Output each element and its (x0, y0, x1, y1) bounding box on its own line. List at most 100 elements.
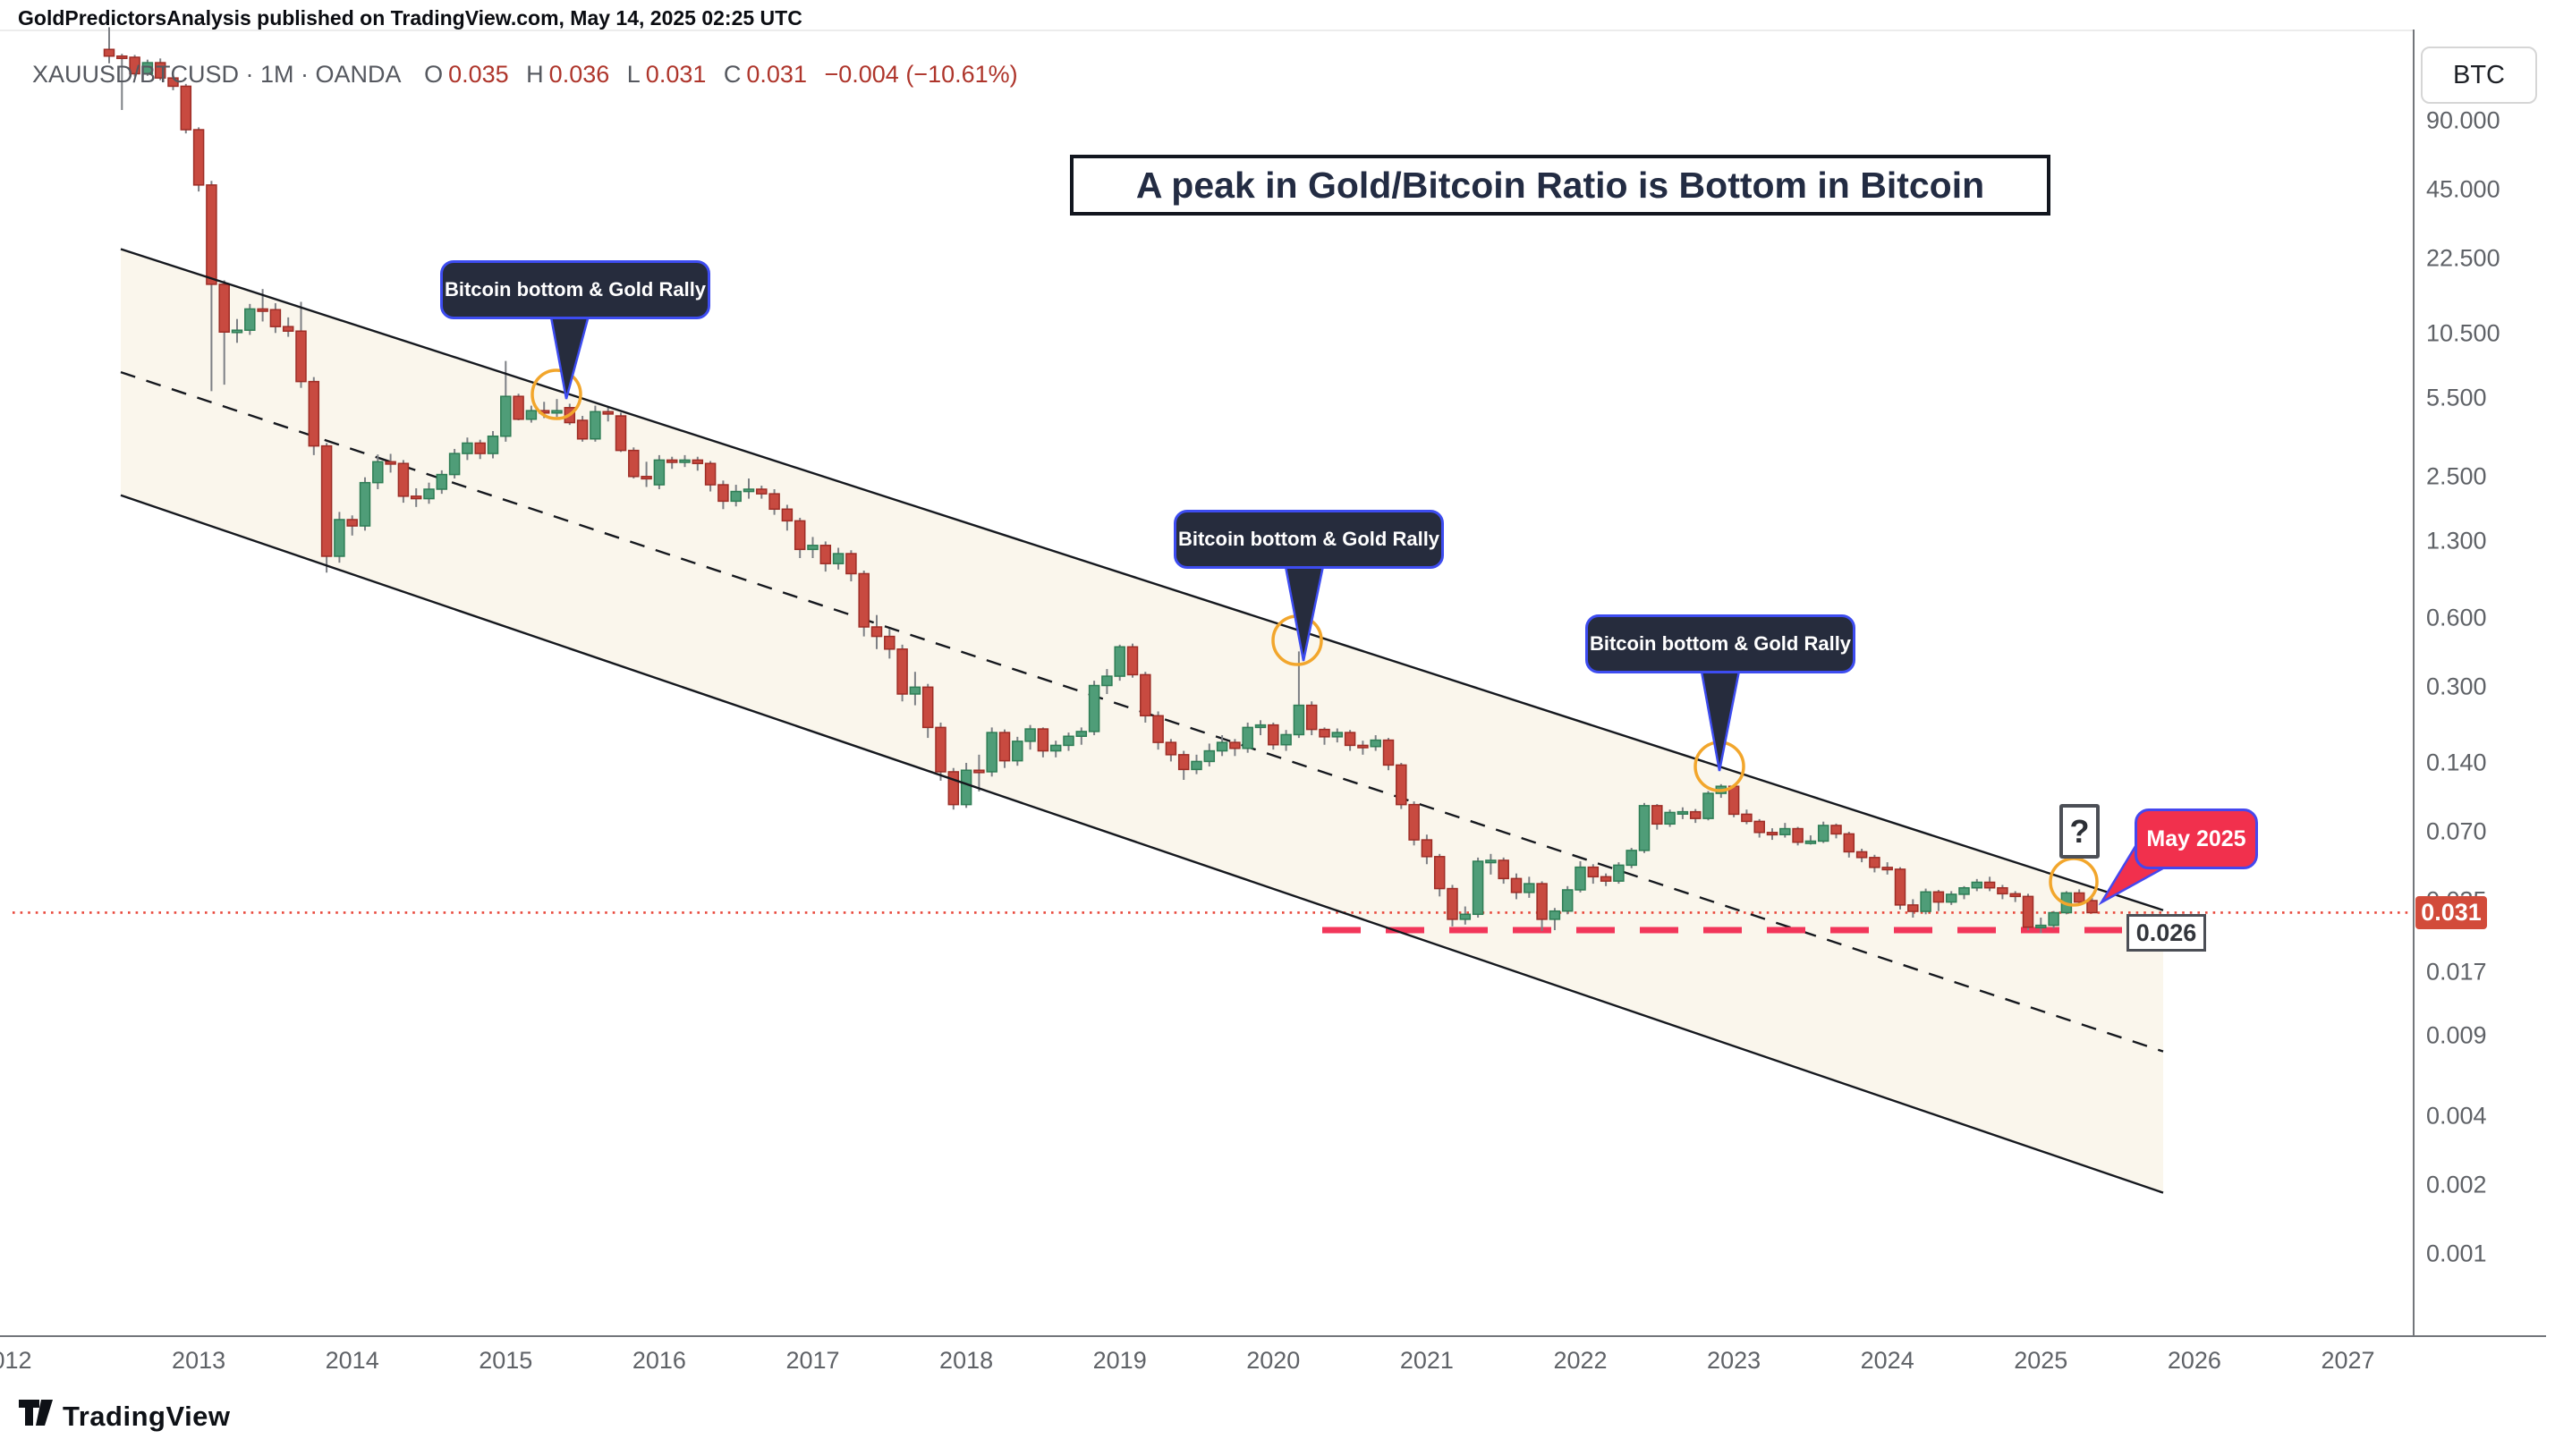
candle-body (1817, 825, 1829, 842)
candle-body (717, 484, 729, 503)
candle-body (1702, 792, 1714, 819)
candle-body (1804, 840, 1817, 844)
candle-body (1203, 749, 1216, 763)
candle-body (525, 410, 538, 420)
unit-toggle-button[interactable]: BTC (2421, 47, 2537, 104)
candle-body (206, 184, 217, 285)
candle-body (1024, 728, 1036, 742)
channel-lower-line[interactable] (120, 494, 2164, 1194)
candle-body (1216, 741, 1228, 752)
y-axis-tick: 22.500 (2426, 244, 2500, 272)
candle-body (1447, 887, 1458, 920)
y-axis-tick: 0.004 (2426, 1102, 2487, 1130)
candle-body (807, 545, 819, 551)
candle-body (1280, 733, 1292, 746)
callout-pointer (1699, 665, 1742, 772)
x-axis-year-label: 2025 (2014, 1347, 2068, 1374)
candle-body (1524, 883, 1535, 893)
candle-body (1575, 866, 1586, 891)
candle-body (257, 308, 268, 312)
candle-body (666, 459, 678, 463)
candle-body (513, 395, 524, 420)
tradingview-logo-icon (19, 1400, 53, 1426)
x-axis-year-label: 2027 (2321, 1347, 2375, 1374)
candle-body (244, 308, 256, 331)
candle-body (576, 419, 589, 440)
candle-body (832, 553, 845, 564)
candle-body (2073, 892, 2085, 903)
candle-body (909, 686, 921, 695)
x-axis-year-label: 2013 (172, 1347, 226, 1374)
candle-body (1370, 739, 1381, 748)
x-axis-year-label: 2026 (2167, 1347, 2221, 1374)
candle-body (487, 435, 499, 454)
candle-body (615, 415, 627, 452)
candle-body (1881, 867, 1893, 871)
y-axis-tick: 0.140 (2426, 749, 2487, 776)
candle-body (269, 309, 282, 327)
y-axis-tick: 2.500 (2426, 462, 2487, 490)
candle-body (551, 410, 563, 414)
candle-body (1983, 881, 1996, 889)
candle-body (410, 495, 422, 500)
candle-body (1997, 886, 2008, 895)
candle-body (500, 395, 512, 437)
price-axis[interactable] (2413, 30, 2555, 1335)
x-axis-year-label: 2024 (1860, 1347, 1914, 1374)
time-axis-border (0, 1335, 2546, 1337)
candle-body (1792, 827, 1804, 843)
support-price-label[interactable]: 0.026 (2126, 914, 2206, 952)
tradingview-logo[interactable]: TradingView (18, 1398, 231, 1435)
candle-body (1894, 868, 1906, 906)
candle-body (1140, 673, 1151, 717)
candle-body (334, 519, 345, 557)
candle-body (1433, 856, 1446, 890)
bitcoin-bottom-callout[interactable]: Bitcoin bottom & Gold Rally (440, 260, 710, 319)
candle-body (1177, 754, 1190, 771)
candle-body (1907, 904, 1919, 912)
y-axis-tick: 10.500 (2426, 319, 2500, 347)
candle-body (1229, 741, 1241, 749)
candle-body (794, 520, 806, 551)
candle-body (2035, 924, 2047, 928)
channel-fill (121, 249, 2163, 1193)
candle-body (1319, 728, 1330, 738)
candle-body (1855, 851, 1868, 859)
candle-body (1101, 675, 1113, 687)
candle-body (921, 686, 934, 729)
x-axis-year-label: 2022 (1553, 1347, 1608, 1374)
time-axis[interactable] (0, 1337, 2555, 1456)
candle-body (743, 488, 755, 493)
chart-title-banner[interactable]: A peak in Gold/Bitcoin Ratio is Bottom i… (1070, 155, 2050, 216)
may-2025-callout[interactable]: May 2025 (2135, 808, 2258, 869)
bitcoin-bottom-callout[interactable]: Bitcoin bottom & Gold Rally (1585, 614, 1855, 673)
channel-upper-line[interactable] (120, 248, 2164, 911)
candle-body (1012, 741, 1023, 762)
candle-body (781, 508, 794, 522)
candle-body (116, 55, 128, 60)
candle-body (1920, 891, 1931, 912)
candle-body (1741, 813, 1753, 823)
bitcoin-bottom-callout[interactable]: Bitcoin bottom & Gold Rally (1174, 510, 1444, 569)
candle-body (2022, 895, 2034, 928)
candle-body (1126, 646, 1139, 676)
symbol-legend[interactable]: XAUUSD/BTCUSD · 1M · OANDA O 0.035 H 0.036… (32, 61, 1023, 89)
highlight-circle[interactable] (2049, 857, 2099, 907)
candle-body (1510, 877, 1523, 893)
candle-body (704, 462, 717, 486)
candle-body (845, 553, 857, 575)
candle-body (1396, 764, 1407, 806)
highlight-circle[interactable] (531, 368, 582, 420)
symbol-name[interactable]: XAUUSD/BTCUSD · 1M · OANDA (32, 61, 402, 88)
candle-body (1958, 886, 1970, 895)
question-mark-annotation[interactable]: ? (2059, 804, 2100, 859)
candle-body (935, 726, 946, 773)
candle-body (628, 449, 640, 478)
candle-body (1638, 805, 1651, 851)
candle-body (1382, 739, 1395, 766)
y-axis-tick: 0.002 (2426, 1171, 2487, 1198)
candle-body (154, 62, 166, 79)
candle-body (1472, 860, 1484, 916)
